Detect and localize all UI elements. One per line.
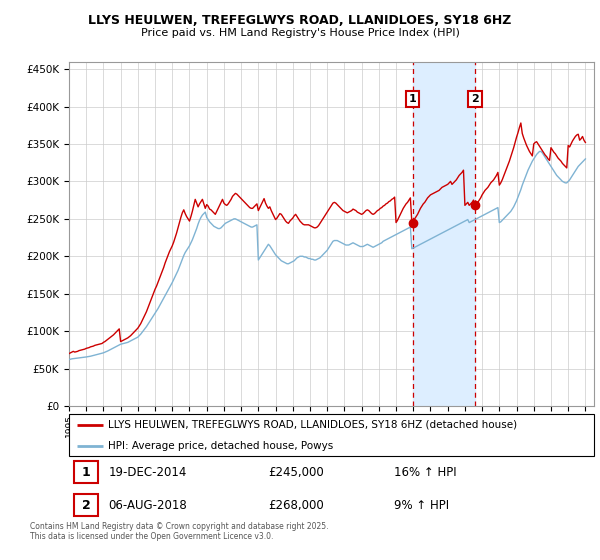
FancyBboxPatch shape	[74, 461, 98, 483]
Text: Contains HM Land Registry data © Crown copyright and database right 2025.
This d: Contains HM Land Registry data © Crown c…	[30, 522, 329, 542]
Text: 06-AUG-2018: 06-AUG-2018	[109, 498, 187, 512]
Text: LLYS HEULWEN, TREFEGLWYS ROAD, LLANIDLOES, SY18 6HZ: LLYS HEULWEN, TREFEGLWYS ROAD, LLANIDLOE…	[88, 14, 512, 27]
Text: 1: 1	[409, 94, 416, 104]
Text: 1: 1	[82, 465, 91, 479]
Text: 16% ↑ HPI: 16% ↑ HPI	[395, 465, 457, 479]
FancyBboxPatch shape	[69, 414, 594, 456]
Text: Price paid vs. HM Land Registry's House Price Index (HPI): Price paid vs. HM Land Registry's House …	[140, 28, 460, 38]
Text: £268,000: £268,000	[269, 498, 324, 512]
Text: 9% ↑ HPI: 9% ↑ HPI	[395, 498, 449, 512]
FancyBboxPatch shape	[74, 494, 98, 516]
Text: 2: 2	[82, 498, 91, 512]
Text: 2: 2	[471, 94, 479, 104]
Text: HPI: Average price, detached house, Powys: HPI: Average price, detached house, Powy…	[109, 441, 334, 451]
Bar	[413, 62, 475, 406]
Text: £245,000: £245,000	[269, 465, 324, 479]
Text: LLYS HEULWEN, TREFEGLWYS ROAD, LLANIDLOES, SY18 6HZ (detached house): LLYS HEULWEN, TREFEGLWYS ROAD, LLANIDLOE…	[109, 420, 517, 430]
Text: 19-DEC-2014: 19-DEC-2014	[109, 465, 187, 479]
